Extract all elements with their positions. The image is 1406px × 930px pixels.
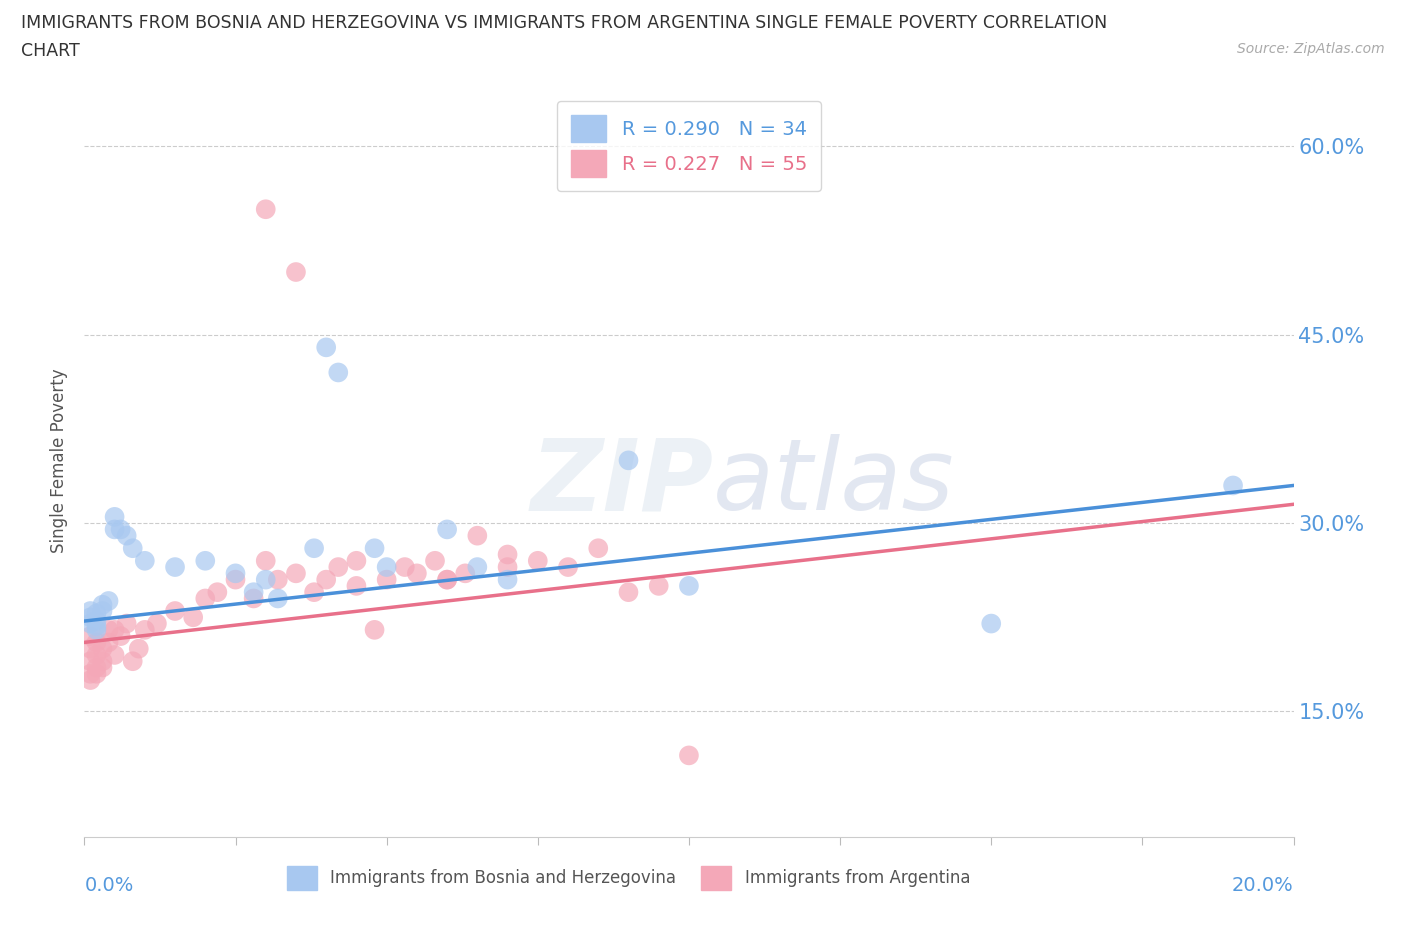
Point bbox=[146, 616, 169, 631]
Text: atlas: atlas bbox=[713, 434, 955, 531]
Point bbox=[394, 560, 416, 575]
Point bbox=[496, 560, 519, 575]
Point bbox=[110, 629, 132, 644]
Point bbox=[242, 585, 264, 600]
Point bbox=[79, 654, 101, 669]
Legend: Immigrants from Bosnia and Herzegovina, Immigrants from Argentina: Immigrants from Bosnia and Herzegovina, … bbox=[280, 859, 977, 897]
Text: Source: ZipAtlas.com: Source: ZipAtlas.com bbox=[1237, 42, 1385, 56]
Point bbox=[79, 666, 101, 681]
Point bbox=[134, 553, 156, 568]
Point bbox=[86, 666, 108, 681]
Point bbox=[91, 642, 114, 657]
Point bbox=[165, 560, 187, 575]
Point bbox=[423, 553, 446, 568]
Point bbox=[436, 522, 458, 537]
Point bbox=[86, 614, 108, 629]
Point bbox=[363, 622, 385, 637]
Point bbox=[315, 572, 337, 587]
Text: 20.0%: 20.0% bbox=[1232, 876, 1294, 895]
Point bbox=[1222, 478, 1244, 493]
Point bbox=[346, 578, 368, 593]
Point bbox=[678, 578, 700, 593]
Text: 0.0%: 0.0% bbox=[84, 876, 134, 895]
Point bbox=[86, 660, 108, 675]
Point bbox=[267, 572, 290, 587]
Point bbox=[467, 560, 489, 575]
Point bbox=[678, 748, 700, 763]
Point bbox=[97, 593, 120, 608]
Point bbox=[328, 560, 350, 575]
Point bbox=[617, 453, 640, 468]
Point bbox=[225, 572, 247, 587]
Point bbox=[496, 572, 519, 587]
Point bbox=[346, 553, 368, 568]
Point bbox=[91, 660, 114, 675]
Point bbox=[467, 528, 489, 543]
Point bbox=[86, 618, 108, 633]
Point bbox=[194, 591, 217, 606]
Point bbox=[315, 339, 337, 354]
Point bbox=[104, 510, 127, 525]
Point bbox=[181, 610, 204, 625]
Point bbox=[194, 553, 217, 568]
Point bbox=[115, 528, 138, 543]
Point bbox=[104, 647, 127, 662]
Point bbox=[165, 604, 187, 618]
Point bbox=[121, 654, 143, 669]
Point bbox=[91, 604, 114, 618]
Point bbox=[285, 264, 308, 279]
Point bbox=[121, 540, 143, 555]
Point bbox=[91, 654, 114, 669]
Y-axis label: Single Female Poverty: Single Female Poverty bbox=[51, 368, 69, 552]
Point bbox=[86, 647, 108, 662]
Point bbox=[86, 622, 108, 637]
Point bbox=[254, 553, 277, 568]
Point bbox=[115, 616, 138, 631]
Point bbox=[97, 622, 120, 637]
Point bbox=[242, 591, 264, 606]
Point bbox=[375, 560, 398, 575]
Point bbox=[302, 585, 325, 600]
Point bbox=[527, 553, 550, 568]
Point bbox=[557, 560, 579, 575]
Point bbox=[86, 635, 108, 650]
Point bbox=[648, 578, 671, 593]
Text: CHART: CHART bbox=[21, 42, 80, 60]
Text: ZIP: ZIP bbox=[530, 434, 713, 531]
Point bbox=[128, 642, 150, 657]
Point bbox=[588, 540, 610, 555]
Point bbox=[79, 629, 101, 644]
Point bbox=[91, 597, 114, 612]
Point bbox=[134, 622, 156, 637]
Point bbox=[104, 622, 127, 637]
Point bbox=[79, 604, 101, 618]
Point bbox=[207, 585, 229, 600]
Point bbox=[254, 572, 277, 587]
Point bbox=[254, 202, 277, 217]
Point bbox=[328, 365, 350, 380]
Point bbox=[436, 572, 458, 587]
Point bbox=[79, 642, 101, 657]
Point bbox=[267, 591, 290, 606]
Point bbox=[406, 565, 429, 580]
Point bbox=[79, 610, 101, 625]
Point bbox=[363, 540, 385, 555]
Point bbox=[375, 572, 398, 587]
Point bbox=[79, 616, 101, 631]
Point bbox=[97, 635, 120, 650]
Point bbox=[104, 522, 127, 537]
Point bbox=[436, 572, 458, 587]
Point bbox=[980, 616, 1002, 631]
Point bbox=[110, 522, 132, 537]
Point bbox=[302, 540, 325, 555]
Point bbox=[285, 565, 308, 580]
Point bbox=[617, 585, 640, 600]
Point bbox=[79, 672, 101, 687]
Point bbox=[86, 606, 108, 621]
Text: IMMIGRANTS FROM BOSNIA AND HERZEGOVINA VS IMMIGRANTS FROM ARGENTINA SINGLE FEMAL: IMMIGRANTS FROM BOSNIA AND HERZEGOVINA V… bbox=[21, 14, 1108, 32]
Point bbox=[225, 565, 247, 580]
Point bbox=[496, 547, 519, 562]
Point bbox=[454, 565, 477, 580]
